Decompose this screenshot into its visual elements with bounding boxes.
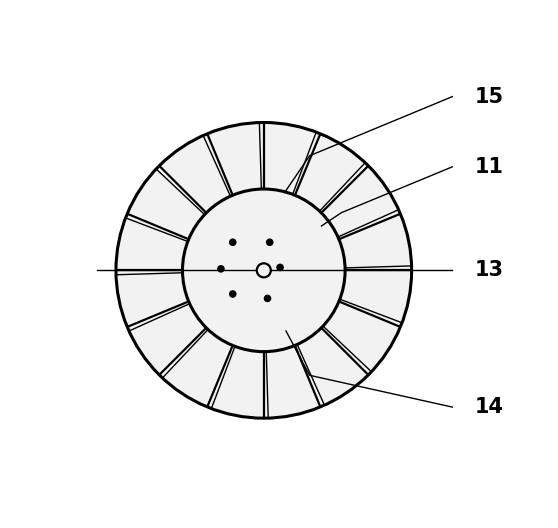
Circle shape	[267, 239, 273, 246]
Text: 13: 13	[474, 260, 503, 280]
Text: 15: 15	[474, 87, 504, 107]
Circle shape	[230, 239, 236, 246]
Circle shape	[264, 295, 271, 301]
Text: 11: 11	[474, 157, 503, 177]
Text: 14: 14	[474, 397, 503, 417]
Polygon shape	[116, 122, 412, 418]
Circle shape	[230, 291, 236, 297]
Circle shape	[182, 189, 345, 352]
Circle shape	[218, 266, 224, 272]
Circle shape	[257, 263, 271, 277]
Circle shape	[277, 265, 283, 270]
